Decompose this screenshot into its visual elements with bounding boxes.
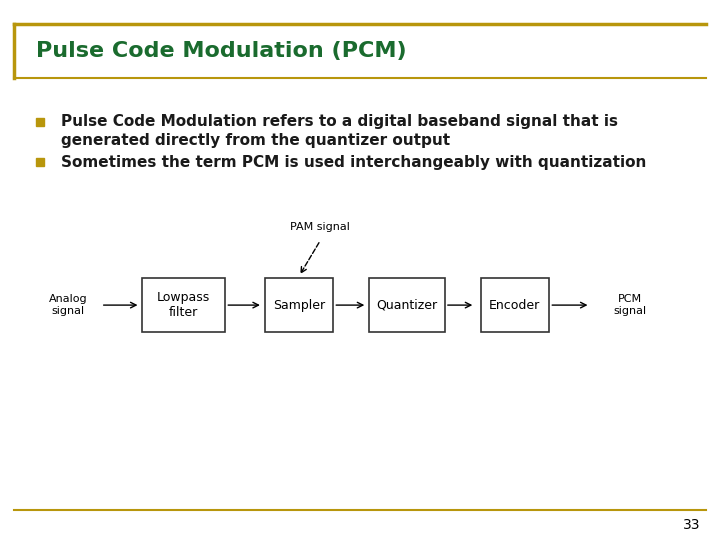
Text: 33: 33 xyxy=(683,518,700,532)
Text: Sampler: Sampler xyxy=(273,299,325,312)
Text: Lowpass
filter: Lowpass filter xyxy=(157,291,210,319)
Text: Sometimes the term PCM is used interchangeably with quantization: Sometimes the term PCM is used interchan… xyxy=(61,154,647,170)
FancyBboxPatch shape xyxy=(265,278,333,332)
Text: generated directly from the quantizer output: generated directly from the quantizer ou… xyxy=(61,133,450,148)
FancyBboxPatch shape xyxy=(369,278,444,332)
Text: PCM
signal: PCM signal xyxy=(613,294,647,316)
Text: Pulse Code Modulation refers to a digital baseband signal that is: Pulse Code Modulation refers to a digita… xyxy=(61,114,618,129)
Text: Analog
signal: Analog signal xyxy=(49,294,88,316)
Text: Encoder: Encoder xyxy=(489,299,541,312)
Text: PAM signal: PAM signal xyxy=(290,222,351,232)
Text: Pulse Code Modulation (PCM): Pulse Code Modulation (PCM) xyxy=(36,41,407,62)
FancyBboxPatch shape xyxy=(481,278,549,332)
Text: Quantizer: Quantizer xyxy=(377,299,437,312)
FancyBboxPatch shape xyxy=(143,278,225,332)
